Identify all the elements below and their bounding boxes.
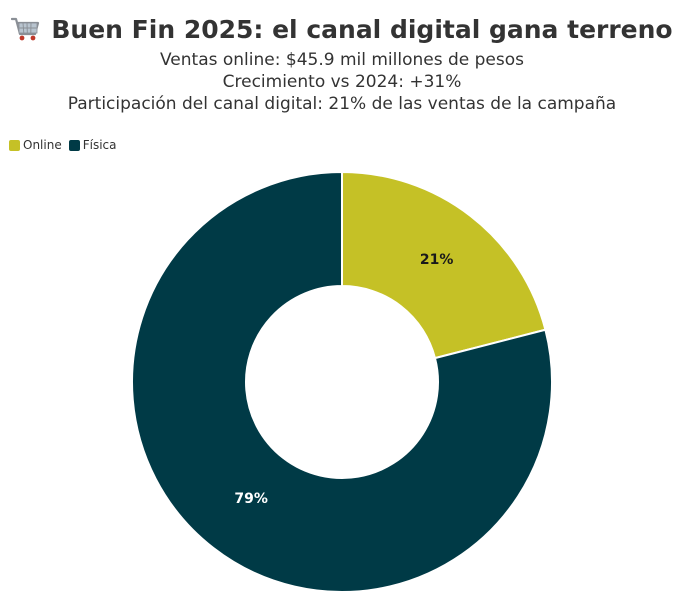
chart-title: Buen Fin 2025: el canal digital gana ter… <box>51 14 673 44</box>
title-row: Buen Fin 2025: el canal digital gana ter… <box>0 9 684 49</box>
chart-legend: Online Física <box>9 138 124 152</box>
shopping-cart-icon <box>11 17 40 41</box>
subtitle-growth: Crecimiento vs 2024: +31% <box>222 72 462 92</box>
chart-header: Buen Fin 2025: el canal digital gana ter… <box>0 0 684 115</box>
legend-item-online[interactable]: Online <box>9 138 62 152</box>
data-label-fisica: 79% <box>234 491 268 507</box>
subtitle-digital-share: Participación del canal digital: 21% de … <box>67 94 617 114</box>
subtitle-online-sales: Ventas online: $45.9 mil millones de pes… <box>160 50 524 70</box>
legend-swatch-fisica <box>68 139 80 151</box>
legend-label-online: Online <box>23 138 62 152</box>
donut-slice-fisica[interactable] <box>131 170 553 593</box>
data-label-online: 21% <box>420 252 454 268</box>
legend-swatch-online <box>9 139 20 151</box>
donut-slice-online[interactable] <box>341 170 547 360</box>
legend-item-fisica[interactable]: Física <box>68 138 117 152</box>
legend-label-fisica: Física <box>82 138 117 152</box>
